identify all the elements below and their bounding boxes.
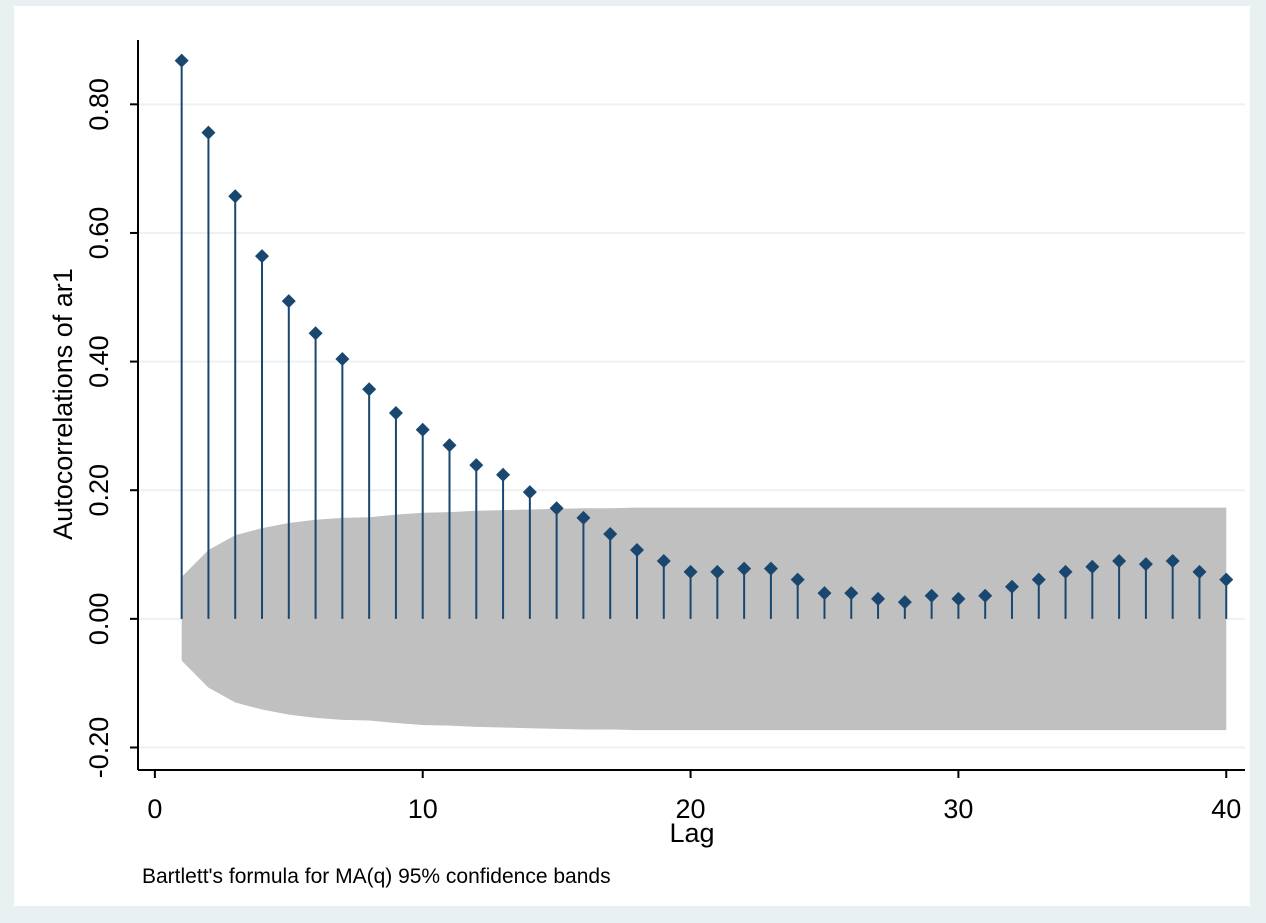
confidence-band — [181, 507, 1227, 731]
note: Bartlett's formula for MA(q) 95% confide… — [142, 865, 611, 888]
marker — [871, 591, 886, 606]
marker — [1165, 553, 1180, 568]
x-tick-label: 40 — [1211, 794, 1241, 824]
marker — [629, 543, 644, 558]
y-tick-label: 0.00 — [84, 593, 114, 646]
marker — [335, 352, 350, 367]
marker — [549, 501, 564, 516]
marker — [737, 561, 752, 576]
marker — [1219, 572, 1234, 587]
plot-region — [14, 6, 1250, 906]
marker — [844, 586, 859, 601]
y-tick-label: 0.40 — [84, 335, 114, 388]
marker — [710, 564, 725, 579]
marker — [388, 406, 403, 421]
marker — [603, 526, 618, 541]
marker — [415, 422, 430, 437]
marker — [1058, 564, 1073, 579]
marker — [496, 467, 511, 482]
marker — [763, 561, 778, 576]
marker — [255, 249, 270, 264]
marker — [1004, 579, 1019, 594]
marker — [228, 189, 243, 204]
y-tick-label: 0.80 — [84, 78, 114, 131]
marker — [308, 326, 323, 341]
x-tick-label: 30 — [943, 794, 973, 824]
marker — [522, 485, 537, 500]
marker — [1138, 557, 1153, 572]
marker — [951, 591, 966, 606]
x-tick-label: 10 — [408, 794, 438, 824]
marker — [469, 458, 484, 473]
marker — [897, 595, 912, 610]
y-tick-label: 0.20 — [84, 464, 114, 517]
marker — [1031, 572, 1046, 587]
marker — [656, 553, 671, 568]
marker — [1192, 564, 1207, 579]
x-tick-label: 0 — [147, 794, 162, 824]
marker — [201, 125, 216, 140]
marker — [174, 53, 189, 68]
marker — [281, 294, 296, 309]
y-axis-label: Autocorrelations of ar1 — [48, 268, 78, 540]
marker — [978, 588, 993, 603]
y-tick-label: 0.60 — [84, 207, 114, 260]
marker — [683, 564, 698, 579]
marker — [817, 586, 832, 601]
marker — [1085, 559, 1100, 574]
marker — [1112, 553, 1127, 568]
y-tick-label: -0.20 — [84, 717, 114, 779]
x-tick-label: 20 — [676, 794, 706, 824]
marker — [576, 510, 591, 525]
marker — [362, 382, 377, 397]
marker — [790, 572, 805, 587]
marker — [442, 438, 457, 453]
x-axis-label: Lag — [669, 818, 714, 848]
marker — [924, 588, 939, 603]
